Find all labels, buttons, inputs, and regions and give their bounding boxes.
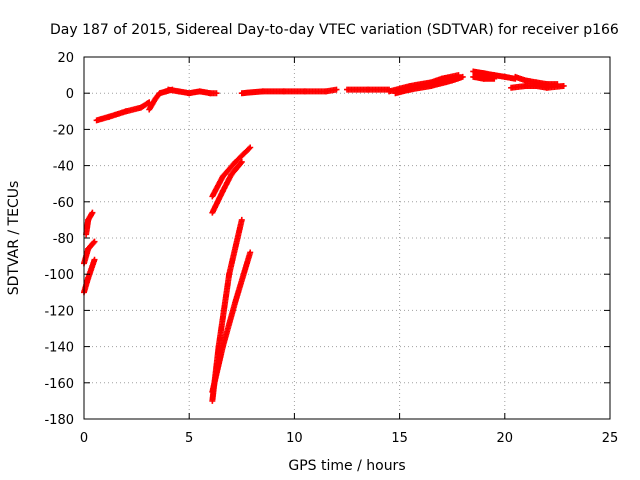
series-seg-left-a [83,209,96,238]
data-point [213,90,220,97]
grid [84,57,610,419]
y-tick-label: -160 [44,377,74,392]
x-tick-label: 20 [497,431,514,446]
chart-title: Day 187 of 2015, Sidereal Day-to-day VTE… [50,22,619,38]
y-tick-label: -80 [53,232,74,247]
y-tick-label: -20 [53,123,74,138]
x-axis-label: GPS time / hours [288,458,405,474]
data-point [459,73,466,80]
series-seg-mid-upper-a [209,144,254,200]
y-tick-label: -40 [53,160,74,175]
data-point [247,249,254,256]
data-point [90,239,97,246]
data-point [237,160,244,167]
x-tick-label: 15 [391,431,408,446]
data-point [89,209,96,216]
data-point [246,145,253,152]
data-point [333,86,340,93]
y-tick-label: -100 [44,268,74,283]
series-seg-plateau-3 [344,86,393,93]
x-tick-label: 0 [80,431,88,446]
plot-frame [83,56,611,420]
series-seg-early-top [93,99,153,124]
y-tick-label: 20 [57,51,74,66]
y-tick-label: -180 [44,413,74,428]
axis-ticks: 0 5 10 15 20 25 20 0 -20 -40 -60 -80 -100 -120 -140 -16… [44,51,618,446]
y-tick-label: -120 [44,304,74,319]
y-tick-label: 0 [66,87,74,102]
data-point [238,158,245,165]
x-tick-label: 10 [286,431,303,446]
series-seg-tail-band [508,82,567,91]
series-seg-plateau-1 [165,86,220,97]
x-tick-label: 25 [602,431,619,446]
series-seg-plateau-2 [238,86,340,97]
series-seg-mid-upper-b [209,158,245,216]
data-point [491,75,498,82]
y-tick-label: -60 [53,196,74,211]
series-seg-rise-band [392,73,466,97]
series-seg-left-c [81,256,98,296]
y-tick-label: -140 [44,341,74,356]
data-point [91,238,98,245]
x-tick-label: 5 [185,431,193,446]
data-point [560,82,567,89]
data-point [238,216,245,223]
data-point [91,256,98,263]
series-seg-mid-lower-b [209,249,254,395]
data-points [81,68,567,404]
y-axis-label: SDTVAR / TECUs [6,181,22,296]
data-point [247,144,254,151]
series-seg-peak-band [470,73,498,82]
